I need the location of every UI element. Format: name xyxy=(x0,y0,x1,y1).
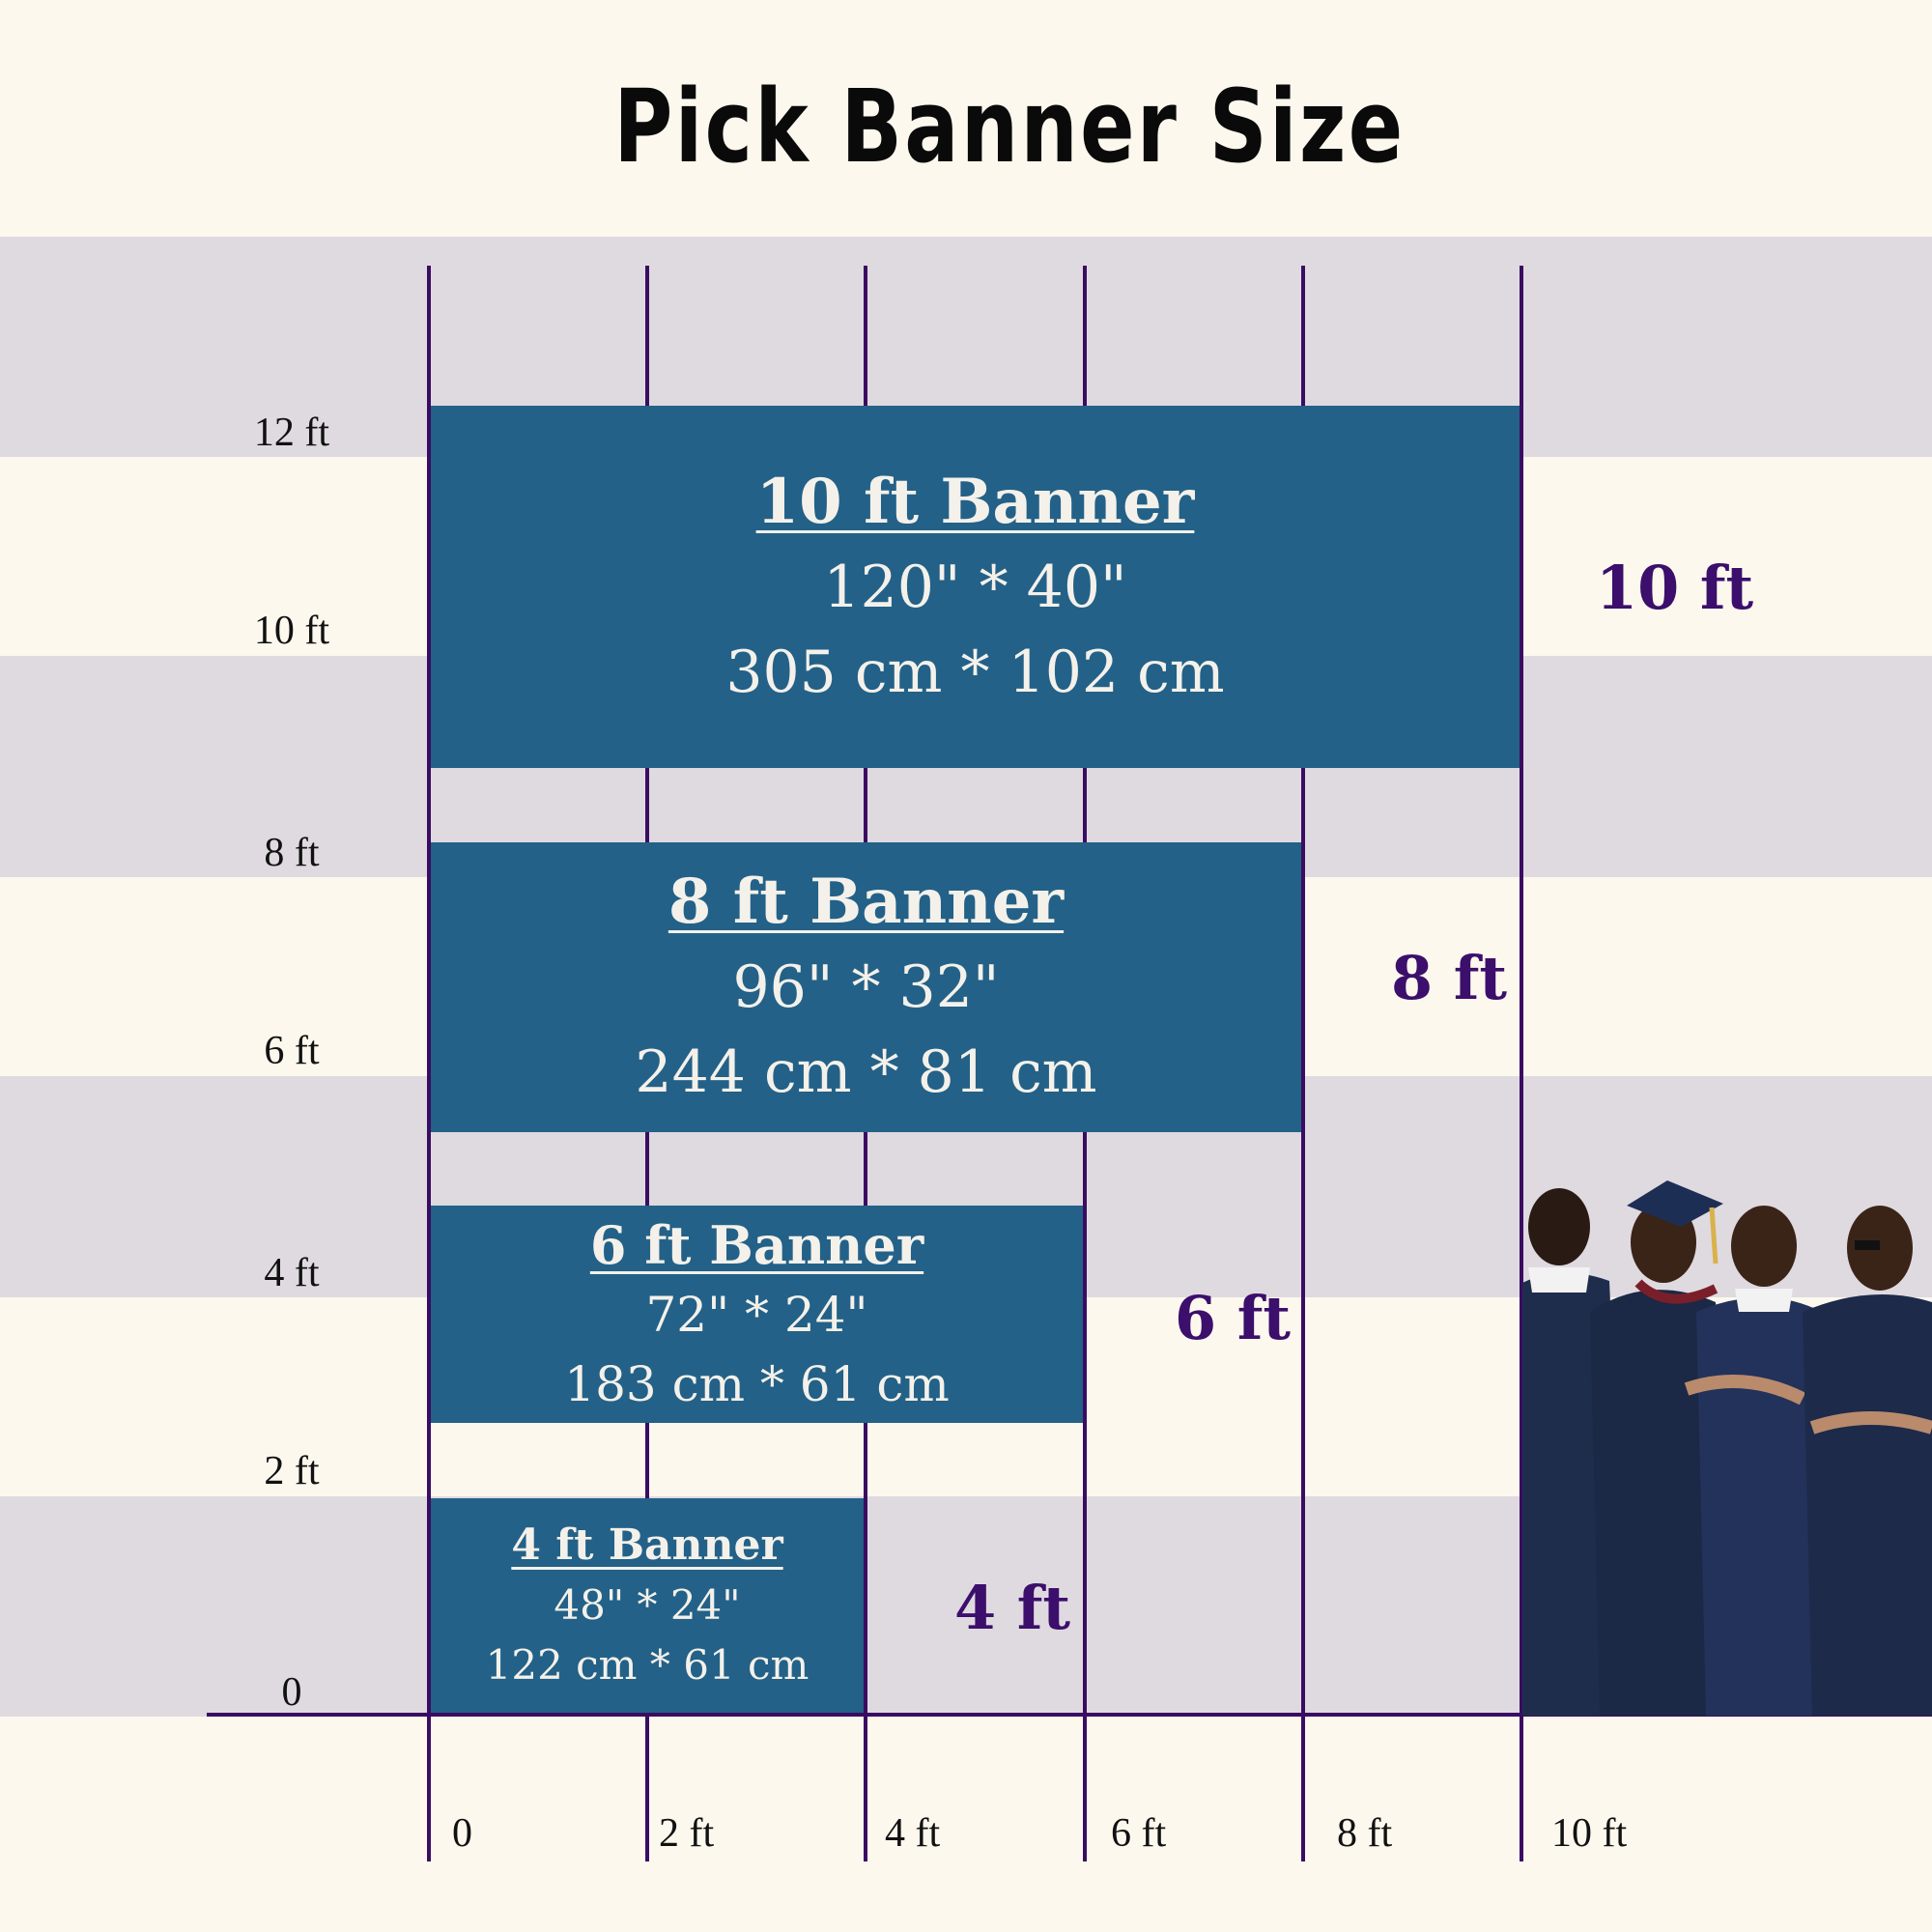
y-tick-label: 0 xyxy=(281,1670,302,1715)
banner-cm: 244 cm * 81 cm xyxy=(635,1038,1097,1106)
banner-8ft[interactable]: 8 ft Banner 96" * 32" 244 cm * 81 cm xyxy=(431,842,1301,1132)
width-label-6ft: 6 ft xyxy=(1175,1283,1292,1353)
y-tick-label: 12 ft xyxy=(253,411,330,455)
banner-6ft[interactable]: 6 ft Banner 72" * 24" 183 cm * 61 cm xyxy=(431,1206,1083,1423)
x-tick-label: 10 ft xyxy=(1551,1811,1628,1856)
y-tick-label: 2 ft xyxy=(264,1449,320,1493)
y-tick-label: 6 ft xyxy=(264,1029,320,1073)
x-tick-label: 6 ft xyxy=(1111,1811,1167,1856)
x-tick-label: 2 ft xyxy=(659,1811,715,1856)
banner-inches: 120" * 40" xyxy=(823,553,1127,621)
banner-name: 8 ft Banner xyxy=(668,866,1065,938)
banner-inches: 96" * 32" xyxy=(732,953,1000,1021)
grid-line-x10 xyxy=(1520,266,1523,1861)
width-label-8ft: 8 ft xyxy=(1391,943,1508,1013)
banner-cm: 183 cm * 61 cm xyxy=(564,1355,950,1412)
page-title: Pick Banner Size xyxy=(613,68,1406,185)
x-tick-label: 0 xyxy=(452,1811,472,1856)
graduate-figure xyxy=(1803,1206,1932,1716)
banner-name: 10 ft Banner xyxy=(755,465,1195,538)
banner-name: 4 ft Banner xyxy=(511,1520,783,1570)
banner-inches: 48" * 24" xyxy=(554,1581,741,1629)
graduate-figure xyxy=(1684,1206,1832,1716)
banner-inches: 72" * 24" xyxy=(645,1286,868,1343)
banner-name: 6 ft Banner xyxy=(589,1213,924,1276)
banner-4ft[interactable]: 4 ft Banner 48" * 24" 122 cm * 61 cm xyxy=(431,1498,864,1713)
grid-line-x0 xyxy=(427,266,431,1861)
y-tick-label: 10 ft xyxy=(253,609,330,653)
banner-cm: 305 cm * 102 cm xyxy=(725,638,1225,706)
grid-line-x8 xyxy=(1301,266,1305,1861)
banner-cm: 122 cm * 61 cm xyxy=(485,1641,810,1689)
y-tick-label: 4 ft xyxy=(264,1251,320,1295)
y-tick-label: 8 ft xyxy=(264,831,320,875)
graduate-figure xyxy=(1590,1180,1725,1716)
width-label-4ft: 4 ft xyxy=(954,1573,1071,1643)
banner-10ft[interactable]: 10 ft Banner 120" * 40" 305 cm * 102 cm xyxy=(431,406,1520,768)
graduates-photo xyxy=(1522,1180,1932,1716)
x-tick-label: 8 ft xyxy=(1337,1811,1393,1856)
width-label-10ft: 10 ft xyxy=(1596,553,1754,623)
x-axis-baseline xyxy=(207,1713,1932,1717)
x-tick-label: 4 ft xyxy=(885,1811,941,1856)
